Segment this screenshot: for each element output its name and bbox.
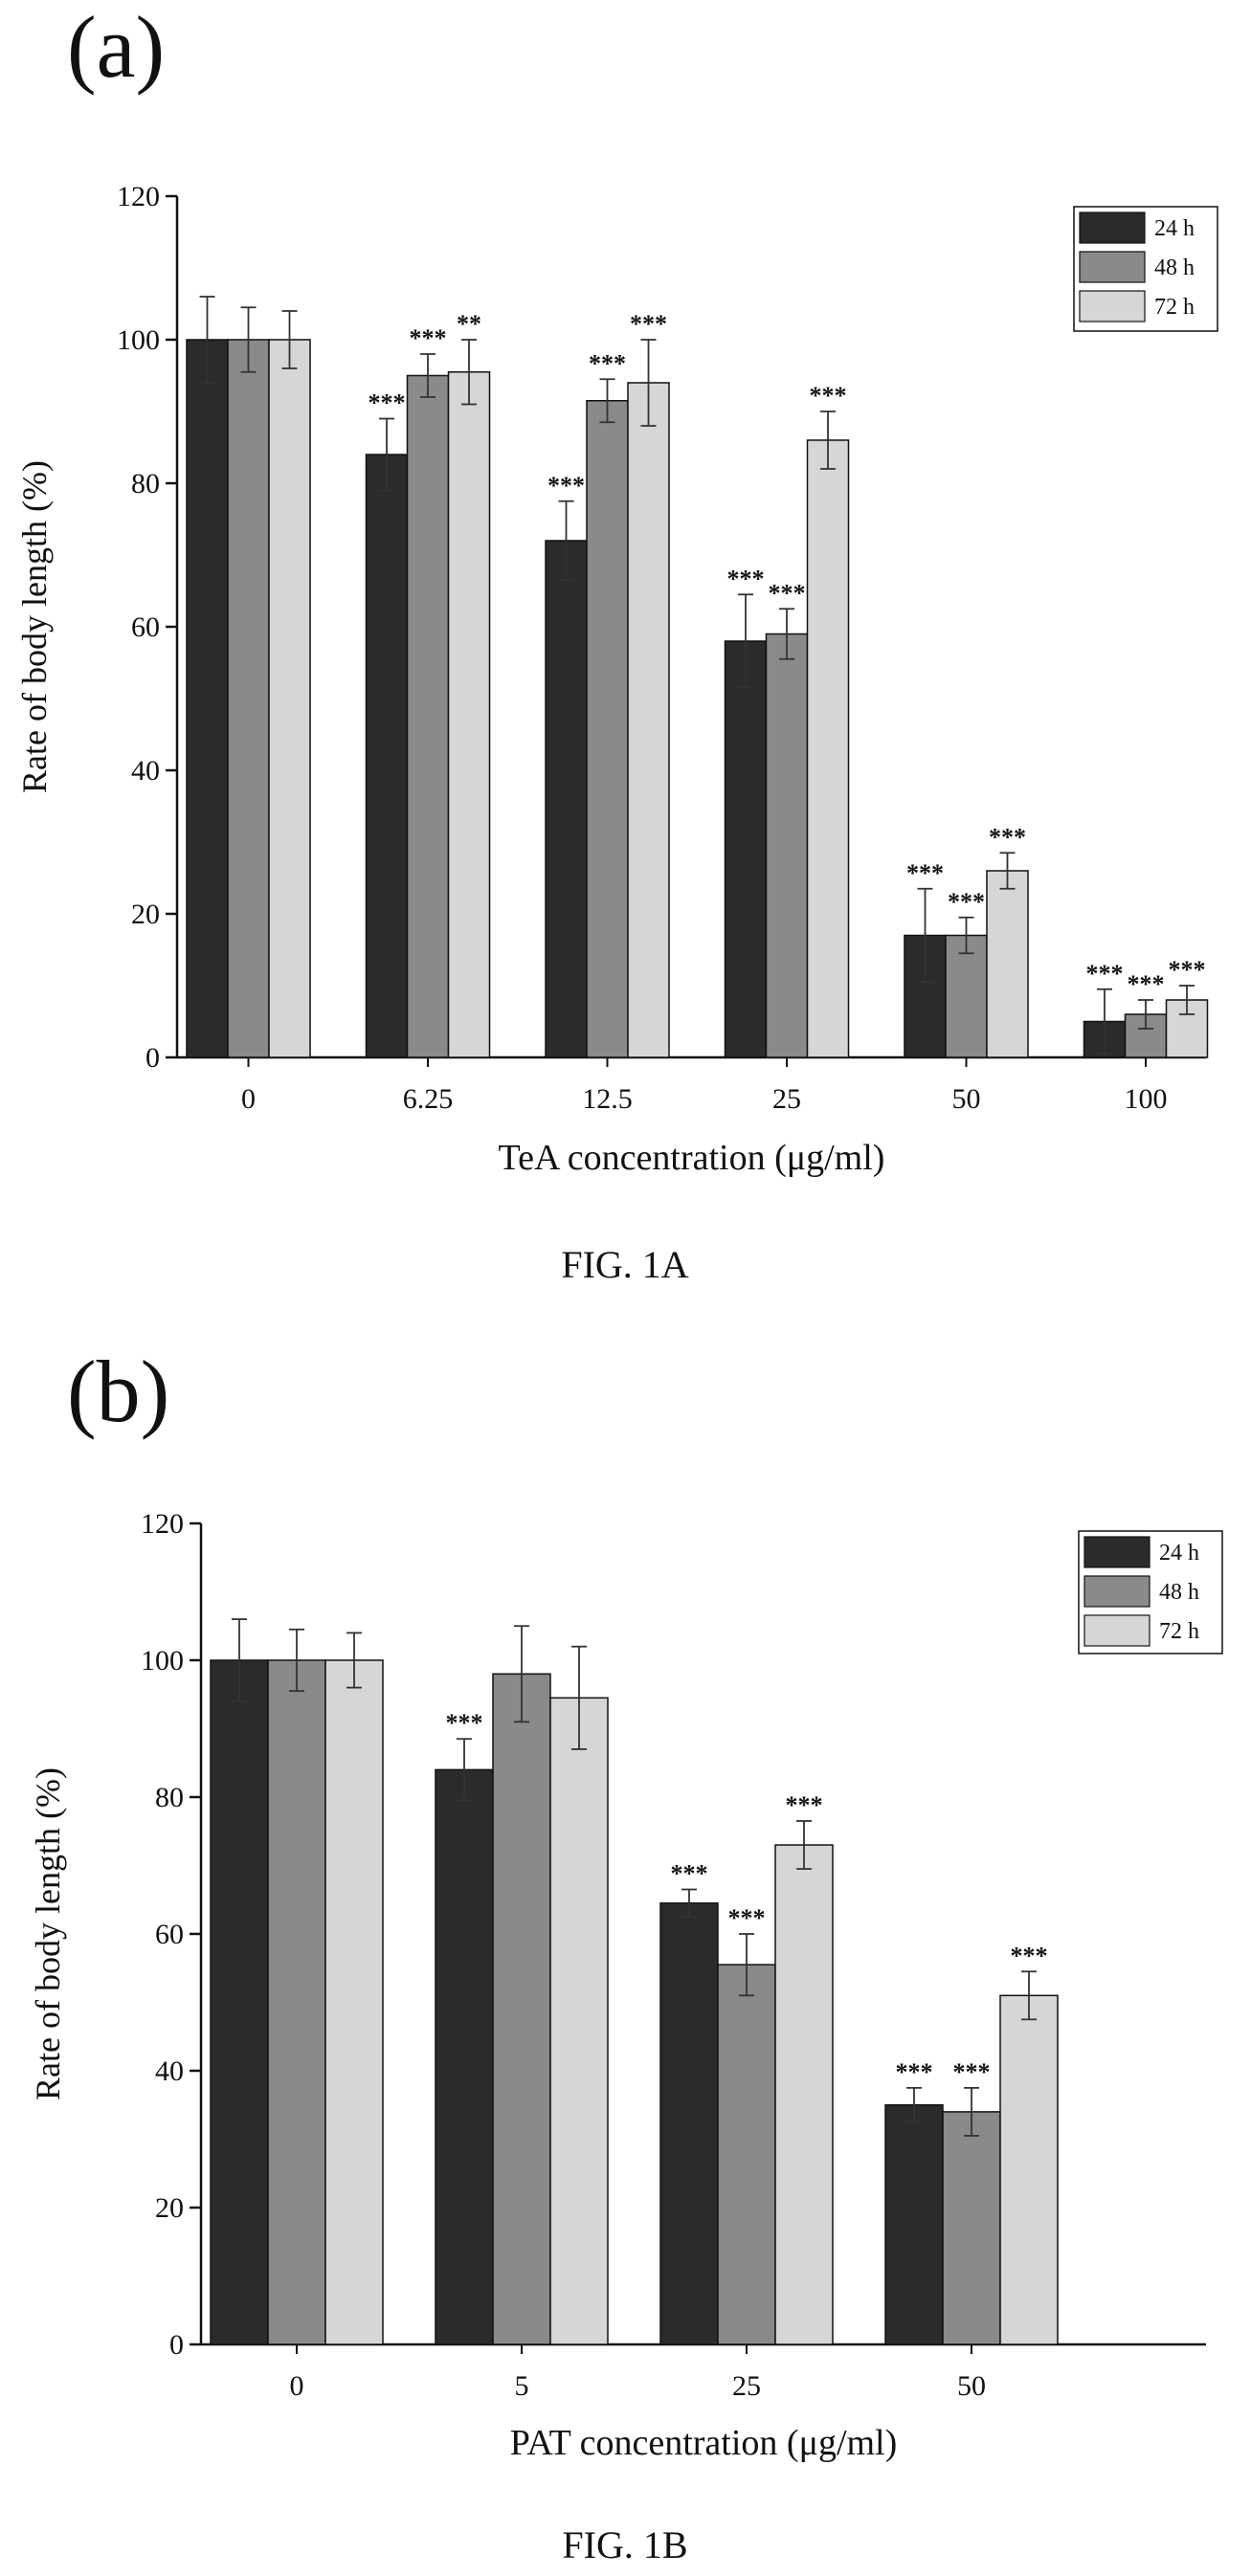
y-tick-label: 120: [117, 181, 160, 212]
significance-label: ***: [728, 1904, 766, 1932]
legend-label: 48 h: [1154, 255, 1195, 280]
panel-label: (b): [67, 1354, 169, 1440]
bar: [999, 1994, 1059, 2345]
bar: [884, 2104, 944, 2345]
bar: [227, 339, 270, 1058]
significance-label: ***: [547, 472, 585, 500]
bar: [986, 870, 1029, 1058]
bar: [545, 540, 588, 1058]
significance-label: ***: [446, 1709, 483, 1737]
legend-label: 24 h: [1159, 1541, 1199, 1566]
x-tick-label: 5: [515, 2370, 529, 2402]
y-tick-label: 60: [155, 1919, 184, 1950]
figure-1a: (a) 0 20 40 60 80 100 120 Rate of body length (%…: [15, 0, 1218, 1286]
significance-label: ***: [1011, 1942, 1048, 1969]
y-tick-label: 80: [131, 468, 160, 500]
legend-label: 48 h: [1159, 1580, 1199, 1605]
x-tick-label: 12.5: [582, 1083, 633, 1115]
legend-label: 72 h: [1154, 295, 1195, 320]
y-tick-label: 20: [131, 899, 160, 930]
significance-label: ***: [727, 565, 765, 592]
figure-1b: (b) 0 20 40 60 80 100 120 Rate of body length (%…: [29, 1354, 1223, 2566]
legend-label: 24 h: [1154, 216, 1195, 241]
y-tick-label: 40: [131, 755, 160, 787]
x-tick-label: 100: [1125, 1083, 1168, 1115]
significance-label: ***: [589, 349, 626, 377]
legend-swatch: [1079, 211, 1146, 244]
y-tick-label: 20: [155, 2192, 184, 2224]
bar: [268, 339, 311, 1058]
bar: [627, 382, 670, 1058]
figure-caption: FIG. 1A: [561, 1243, 688, 1286]
y-tick-label: 80: [155, 1782, 184, 1813]
bar: [717, 1964, 776, 2345]
bar: [267, 1659, 326, 2345]
x-tick-label: 25: [732, 2370, 761, 2402]
significance-label: ***: [671, 1860, 708, 1888]
bar: [406, 374, 450, 1058]
bar: [765, 633, 809, 1058]
significance-label: **: [457, 310, 481, 338]
significance-label: ***: [786, 1791, 823, 1819]
bar: [586, 400, 629, 1058]
bar: [942, 2111, 1001, 2345]
significance-label: ***: [953, 2058, 991, 2086]
significance-label: ***: [1086, 960, 1124, 988]
legend-swatch: [1079, 290, 1146, 322]
y-tick-label: 100: [141, 1645, 184, 1677]
y-tick-label: 120: [141, 1508, 184, 1540]
legend-label: 72 h: [1159, 1619, 1199, 1644]
significance-label: ***: [906, 859, 944, 887]
x-tick-label: 50: [957, 2370, 986, 2402]
legend-swatch: [1083, 1614, 1150, 1647]
bar: [806, 439, 850, 1058]
x-tick-label: 25: [772, 1083, 801, 1115]
legend-swatch: [1083, 1575, 1150, 1608]
y-tick-label: 0: [145, 1042, 160, 1074]
bar: [365, 454, 409, 1058]
panel-label: (a): [67, 0, 165, 96]
y-tick-label: 0: [169, 2329, 184, 2361]
significance-label: ***: [369, 389, 406, 417]
bar: [186, 339, 229, 1058]
y-tick-label: 60: [131, 611, 160, 643]
y-tick-label: 100: [117, 324, 160, 356]
figure-caption: FIG. 1B: [562, 2523, 687, 2566]
bar: [447, 371, 491, 1058]
significance-label: ***: [769, 579, 806, 607]
x-axis-title: PAT concentration (μg/ml): [510, 2423, 898, 2463]
y-tick-label: 40: [155, 2055, 184, 2087]
x-tick-label: 0: [241, 1083, 256, 1115]
y-axis-title: Rate of body length (%): [15, 460, 54, 793]
bar: [324, 1659, 384, 2345]
bar: [210, 1659, 269, 2345]
significance-label: ***: [410, 324, 447, 352]
bar: [659, 1902, 719, 2345]
significance-label: ***: [630, 310, 667, 338]
x-tick-label: 50: [952, 1083, 981, 1115]
significance-label: ***: [1169, 956, 1206, 984]
x-tick-label: 0: [290, 2370, 304, 2402]
significance-label: ***: [810, 382, 847, 410]
bar: [945, 934, 988, 1058]
y-axis-title: Rate of body length (%): [29, 1767, 67, 2100]
significance-label: ***: [948, 888, 985, 916]
legend-swatch: [1083, 1536, 1150, 1568]
bar: [492, 1673, 551, 2345]
bar: [435, 1768, 494, 2345]
bar: [549, 1697, 609, 2345]
legend-swatch: [1079, 251, 1146, 283]
significance-label: ***: [1128, 970, 1165, 998]
bar: [724, 640, 768, 1058]
x-tick-label: 6.25: [403, 1083, 454, 1115]
significance-label: ***: [989, 823, 1026, 851]
bar: [774, 1844, 834, 2345]
x-axis-title: TeA concentration (μg/ml): [499, 1138, 885, 1178]
significance-label: ***: [896, 2058, 933, 2086]
